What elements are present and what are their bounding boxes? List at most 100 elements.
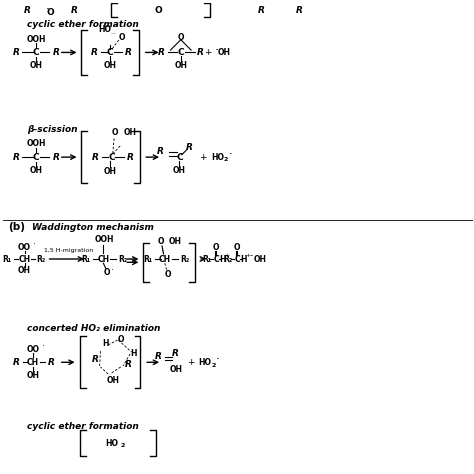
Text: OOH: OOH xyxy=(27,35,46,44)
Text: ·: · xyxy=(250,250,254,263)
Text: H: H xyxy=(102,339,109,348)
Text: OH: OH xyxy=(18,266,31,275)
Text: CH: CH xyxy=(97,255,109,264)
Text: R: R xyxy=(258,6,265,15)
Text: HO: HO xyxy=(98,26,111,35)
Text: OO: OO xyxy=(18,243,31,252)
Text: R: R xyxy=(125,48,132,57)
Text: +: + xyxy=(246,253,251,258)
Text: R: R xyxy=(172,349,179,358)
Text: +: + xyxy=(187,358,195,367)
Text: +: + xyxy=(225,253,230,258)
Text: R: R xyxy=(157,147,164,156)
Text: R₂: R₂ xyxy=(118,255,128,264)
Text: R: R xyxy=(47,358,54,367)
Text: OOH: OOH xyxy=(27,139,46,148)
Text: ·: · xyxy=(214,44,219,56)
Text: H: H xyxy=(130,349,137,358)
Text: C: C xyxy=(107,48,113,57)
Text: C: C xyxy=(33,153,40,162)
Text: R: R xyxy=(158,48,164,57)
Text: HO: HO xyxy=(198,358,211,367)
Text: O: O xyxy=(155,6,162,15)
Text: R: R xyxy=(155,352,161,361)
Text: R₂: R₂ xyxy=(36,255,45,264)
Text: R: R xyxy=(91,48,98,57)
Text: CH: CH xyxy=(159,255,171,264)
Text: OOH: OOH xyxy=(95,235,114,244)
Text: O: O xyxy=(112,128,118,137)
Text: R₂: R₂ xyxy=(223,255,232,264)
Text: C: C xyxy=(213,255,219,264)
Text: R: R xyxy=(125,360,132,369)
Text: R₁: R₁ xyxy=(202,255,211,264)
Text: O: O xyxy=(118,335,124,344)
Text: +: + xyxy=(204,48,211,57)
Text: R: R xyxy=(197,48,204,57)
Text: O: O xyxy=(213,243,219,252)
Text: O: O xyxy=(103,268,110,277)
Text: R: R xyxy=(186,143,193,152)
Text: O: O xyxy=(165,270,172,279)
Text: R: R xyxy=(70,6,77,15)
Text: concerted HO₂ elimination: concerted HO₂ elimination xyxy=(27,324,160,333)
Text: 2: 2 xyxy=(224,157,228,163)
Text: OH: OH xyxy=(30,61,43,70)
Text: R: R xyxy=(24,6,30,15)
Text: H: H xyxy=(219,255,226,264)
Text: R: R xyxy=(91,356,99,365)
Text: R₂: R₂ xyxy=(180,255,189,264)
Text: R₁: R₁ xyxy=(81,255,90,264)
Text: HO: HO xyxy=(105,438,118,447)
Text: R₁: R₁ xyxy=(2,255,11,264)
Text: OH: OH xyxy=(124,128,137,137)
Text: cyclic ether formation: cyclic ether formation xyxy=(27,422,139,431)
Text: R: R xyxy=(92,153,99,162)
Text: C: C xyxy=(33,48,40,57)
Text: OH: OH xyxy=(169,365,182,374)
Text: R: R xyxy=(53,153,59,162)
Text: C: C xyxy=(108,153,115,162)
Text: OH: OH xyxy=(218,48,231,57)
Text: ·: · xyxy=(228,148,232,161)
Text: R: R xyxy=(127,153,134,162)
Text: ...: ... xyxy=(111,30,117,35)
Text: ·: · xyxy=(216,354,219,366)
Text: CH: CH xyxy=(18,255,31,264)
Text: ·: · xyxy=(34,240,36,249)
Text: R: R xyxy=(53,48,59,57)
Text: CH: CH xyxy=(27,358,39,367)
Text: OH: OH xyxy=(169,237,182,246)
Text: 2: 2 xyxy=(120,443,125,448)
Text: +: + xyxy=(199,153,207,162)
Text: C: C xyxy=(234,255,240,264)
Text: R₁: R₁ xyxy=(143,255,153,264)
Text: O: O xyxy=(46,8,54,17)
Text: O: O xyxy=(234,243,240,252)
Text: ·: · xyxy=(111,266,114,275)
Text: O: O xyxy=(119,33,126,42)
Text: R: R xyxy=(13,358,20,367)
Text: R: R xyxy=(296,6,302,15)
Text: OH: OH xyxy=(173,166,186,175)
Text: cyclic ether formation: cyclic ether formation xyxy=(27,20,139,29)
Text: 1,5 H-migration: 1,5 H-migration xyxy=(44,248,93,253)
Text: C: C xyxy=(176,153,182,162)
Text: HO: HO xyxy=(211,153,224,162)
Text: β-scission: β-scission xyxy=(27,126,77,135)
Text: ·: · xyxy=(46,3,49,16)
Text: OH: OH xyxy=(30,166,43,175)
Text: OO: OO xyxy=(27,345,39,354)
Text: OH: OH xyxy=(103,61,117,70)
Text: C: C xyxy=(177,48,184,57)
Text: OH: OH xyxy=(174,61,187,70)
Text: OH: OH xyxy=(254,255,266,264)
Text: H: H xyxy=(240,255,247,264)
Text: OH: OH xyxy=(27,371,39,380)
Text: OH: OH xyxy=(106,375,119,384)
Text: 2: 2 xyxy=(211,363,216,368)
Text: OH: OH xyxy=(104,167,117,176)
Text: R: R xyxy=(13,48,20,57)
Text: R: R xyxy=(13,153,20,162)
Text: Waddington mechanism: Waddington mechanism xyxy=(32,223,154,232)
